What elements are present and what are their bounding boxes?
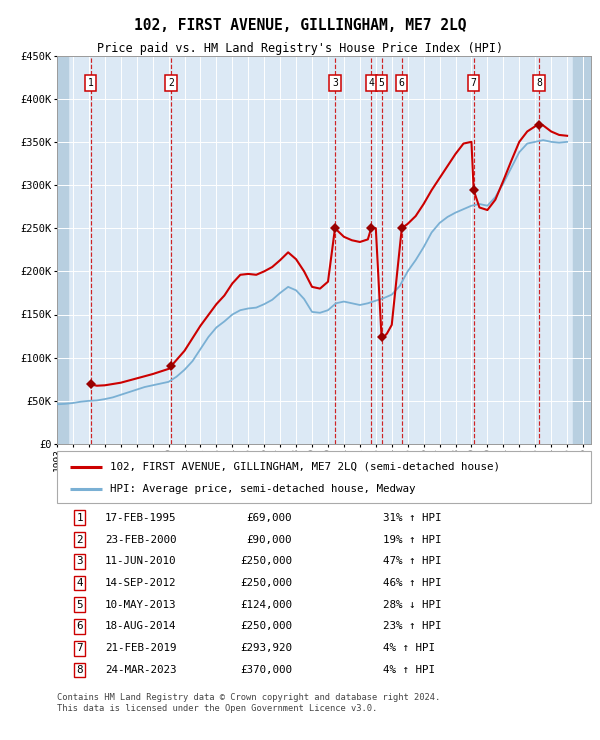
Text: Contains HM Land Registry data © Crown copyright and database right 2024.
This d: Contains HM Land Registry data © Crown c…	[57, 693, 440, 713]
Text: £293,920: £293,920	[240, 643, 292, 653]
Text: 3: 3	[76, 556, 83, 566]
Text: 7: 7	[76, 643, 83, 653]
Text: 7: 7	[471, 78, 476, 88]
Text: 28% ↓ HPI: 28% ↓ HPI	[383, 599, 441, 610]
Text: £370,000: £370,000	[240, 665, 292, 675]
Bar	[57, 56, 68, 444]
Text: 2: 2	[76, 534, 83, 545]
Text: £90,000: £90,000	[247, 534, 292, 545]
Text: 10-MAY-2013: 10-MAY-2013	[105, 599, 176, 610]
Text: 47% ↑ HPI: 47% ↑ HPI	[383, 556, 441, 566]
Bar	[57, 56, 68, 444]
Text: 19% ↑ HPI: 19% ↑ HPI	[383, 534, 441, 545]
Text: 6: 6	[399, 78, 405, 88]
Text: £69,000: £69,000	[247, 513, 292, 522]
Text: 8: 8	[76, 665, 83, 675]
Text: 11-JUN-2010: 11-JUN-2010	[105, 556, 176, 566]
Bar	[572, 56, 591, 444]
Text: 4% ↑ HPI: 4% ↑ HPI	[383, 665, 435, 675]
Text: 14-SEP-2012: 14-SEP-2012	[105, 578, 176, 588]
Text: 1: 1	[88, 78, 94, 88]
Text: 4% ↑ HPI: 4% ↑ HPI	[383, 643, 435, 653]
Text: 8: 8	[536, 78, 542, 88]
Text: 2: 2	[168, 78, 174, 88]
Bar	[572, 56, 591, 444]
Text: HPI: Average price, semi-detached house, Medway: HPI: Average price, semi-detached house,…	[110, 484, 416, 494]
Text: 31% ↑ HPI: 31% ↑ HPI	[383, 513, 441, 522]
Text: 21-FEB-2019: 21-FEB-2019	[105, 643, 176, 653]
Text: 5: 5	[76, 599, 83, 610]
Text: 102, FIRST AVENUE, GILLINGHAM, ME7 2LQ: 102, FIRST AVENUE, GILLINGHAM, ME7 2LQ	[134, 18, 466, 33]
Text: 4: 4	[368, 78, 374, 88]
Text: 4: 4	[76, 578, 83, 588]
Text: 46% ↑ HPI: 46% ↑ HPI	[383, 578, 441, 588]
Text: 102, FIRST AVENUE, GILLINGHAM, ME7 2LQ (semi-detached house): 102, FIRST AVENUE, GILLINGHAM, ME7 2LQ (…	[110, 462, 500, 472]
Text: 5: 5	[379, 78, 385, 88]
Text: £124,000: £124,000	[240, 599, 292, 610]
Text: 18-AUG-2014: 18-AUG-2014	[105, 622, 176, 631]
Text: 23-FEB-2000: 23-FEB-2000	[105, 534, 176, 545]
Text: 3: 3	[332, 78, 338, 88]
Text: 17-FEB-1995: 17-FEB-1995	[105, 513, 176, 522]
Text: 24-MAR-2023: 24-MAR-2023	[105, 665, 176, 675]
Text: Price paid vs. HM Land Registry's House Price Index (HPI): Price paid vs. HM Land Registry's House …	[97, 42, 503, 56]
Text: £250,000: £250,000	[240, 578, 292, 588]
FancyBboxPatch shape	[57, 451, 591, 503]
Text: £250,000: £250,000	[240, 556, 292, 566]
Text: £250,000: £250,000	[240, 622, 292, 631]
Text: 6: 6	[76, 622, 83, 631]
Text: 23% ↑ HPI: 23% ↑ HPI	[383, 622, 441, 631]
Text: 1: 1	[76, 513, 83, 522]
